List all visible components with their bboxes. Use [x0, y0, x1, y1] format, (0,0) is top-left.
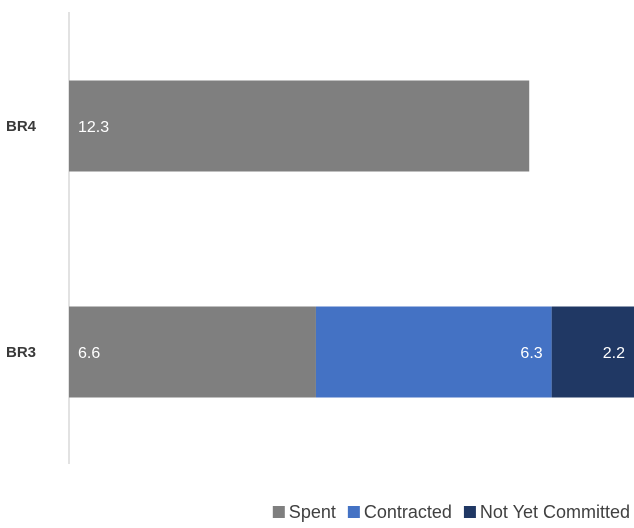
data-label-br4-spent: 12.3	[78, 119, 109, 136]
data-label-br3-not-yet-committed: 2.2	[603, 345, 625, 362]
legend-item-contracted: Contracted	[347, 502, 452, 522]
data-label-br3-spent: 6.6	[78, 345, 100, 362]
bar-area: 12.3 6.6 6.3 2.2	[69, 80, 634, 398]
legend-item-not-yet-committed: Not Yet Committed	[463, 502, 630, 522]
bar-br3-contracted	[315, 306, 552, 398]
category-label-br4: BR4	[6, 118, 37, 135]
legend-label-contracted: Contracted	[364, 502, 452, 522]
legend: Spent Contracted Not Yet Committed	[272, 502, 630, 522]
legend-swatch-spent	[272, 506, 285, 518]
legend-label-spent: Spent	[289, 502, 336, 522]
category-label-br3: BR3	[6, 344, 36, 361]
legend-label-not-yet-committed: Not Yet Committed	[480, 502, 630, 522]
legend-item-spent: Spent	[272, 502, 336, 522]
bar-br3-not-yet-committed	[551, 306, 634, 398]
bar-br3-spent	[69, 306, 316, 398]
category-labels: BR4 BR3	[6, 118, 37, 361]
bar-br4-spent	[69, 80, 530, 172]
legend-swatch-contracted	[347, 506, 360, 518]
legend-swatch-not-yet-committed	[463, 506, 476, 518]
data-label-br3-contracted: 6.3	[520, 345, 542, 362]
